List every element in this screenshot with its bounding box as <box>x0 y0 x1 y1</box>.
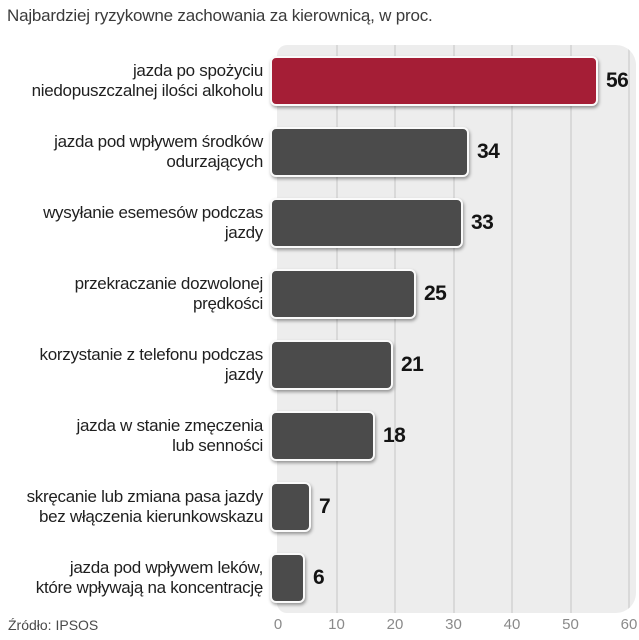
bar-area: 56 <box>270 45 639 116</box>
bar-value-label: 7 <box>319 494 331 518</box>
x-tick-label-60: 60 <box>620 616 638 633</box>
bar-value-label: 25 <box>424 281 447 305</box>
bar <box>270 552 305 603</box>
x-tick-label-10: 10 <box>328 616 345 633</box>
x-tick-label-0: 0 <box>273 616 283 633</box>
bar-value-label: 33 <box>471 210 494 234</box>
gridline-30 <box>453 45 455 613</box>
bar-area: 7 <box>270 471 639 542</box>
gridline-40 <box>511 45 513 613</box>
bar-area: 18 <box>270 400 639 471</box>
bar-area: 6 <box>270 542 639 613</box>
bar-value-label: 6 <box>313 565 325 589</box>
gridline-50 <box>570 45 572 613</box>
bar-area: 21 <box>270 329 639 400</box>
bar <box>270 268 416 319</box>
bar-row: jazda pod wpływem leków, które wpływają … <box>0 542 639 613</box>
bar-label: jazda pod wpływem środków odurzających <box>54 131 263 171</box>
bar <box>270 55 598 106</box>
bar-label: skręcanie lub zmiana pasa jazdy bez włąc… <box>26 486 264 526</box>
bar-row: jazda pod wpływem środków odurzających 3… <box>0 116 639 187</box>
bar <box>270 410 375 461</box>
bar-area: 25 <box>270 258 639 329</box>
bar-row: jazda w stanie zmęczenia lub senności 18 <box>0 400 639 471</box>
bar-area: 33 <box>270 187 639 258</box>
bar-value-label: 34 <box>477 139 500 163</box>
bars-container: jazda po spożyciu niedopuszczalnej ilośc… <box>0 45 639 613</box>
bar-row: przekraczanie dozwolonej prędkości 25 <box>0 258 639 329</box>
x-tick-label-40: 40 <box>503 616 521 633</box>
gridline-20 <box>394 45 396 613</box>
x-axis: 0 10 20 30 40 50 60 <box>0 616 639 636</box>
bar-label: wysyłanie esemesów podczas jazdy <box>43 202 263 242</box>
bar-label: jazda pod wpływem leków, które wpływają … <box>35 557 264 597</box>
x-tick-label-20: 20 <box>386 616 404 633</box>
bar-value-label: 21 <box>401 352 424 376</box>
bar <box>270 339 393 390</box>
bar <box>270 126 469 177</box>
bar-row: skręcanie lub zmiana pasa jazdy bez włąc… <box>0 471 639 542</box>
bar-row: jazda po spożyciu niedopuszczalnej ilośc… <box>0 45 639 116</box>
source-note: Źródło: IPSOS <box>8 617 99 633</box>
bar <box>270 197 463 248</box>
bar-row: wysyłanie esemesów podczas jazdy 33 <box>0 187 639 258</box>
bar-area: 34 <box>270 116 639 187</box>
bar-label: korzystanie z telefonu podczas jazdy <box>39 344 264 384</box>
bar-label: przekraczanie dozwolonej prędkości <box>74 273 264 313</box>
x-tick-label-50: 50 <box>562 616 579 633</box>
chart-title: Najbardziej ryzykowne zachowania za kier… <box>7 6 433 25</box>
gridline-60 <box>628 45 630 613</box>
bar-value-label: 56 <box>606 68 629 92</box>
bar-value-label: 18 <box>383 423 406 447</box>
gridline-10 <box>336 45 338 613</box>
bar-label: jazda w stanie zmęczenia lub senności <box>76 415 263 455</box>
bar <box>270 481 311 532</box>
x-tick-label-30: 30 <box>445 616 462 633</box>
bar-row: korzystanie z telefonu podczas jazdy 21 <box>0 329 639 400</box>
bar-label: jazda po spożyciu niedopuszczalnej ilośc… <box>31 60 264 100</box>
